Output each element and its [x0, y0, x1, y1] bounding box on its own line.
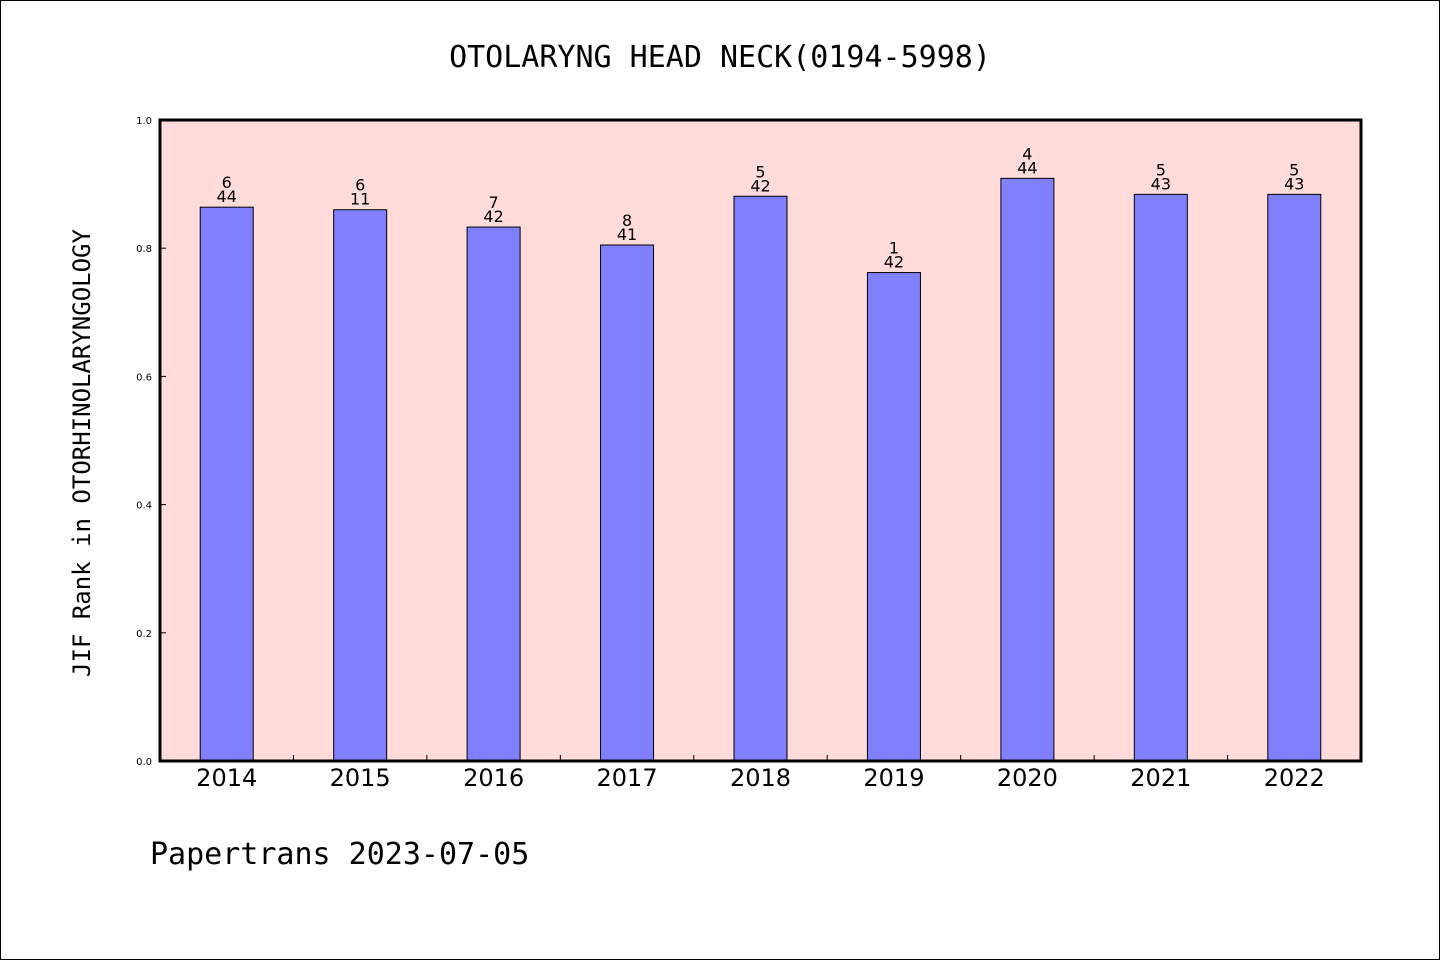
y-tick-label: 0.2: [136, 629, 152, 640]
bar: [733, 195, 788, 762]
bar: [1267, 193, 1322, 762]
bar: [199, 206, 254, 762]
bar: [333, 209, 388, 762]
bar-rank-label: 6: [355, 176, 365, 195]
y-axis-label: JIF Rank in OTORHINOLARYNGOLOGY: [68, 228, 96, 676]
x-tick-label: 2022: [1264, 764, 1325, 792]
footer-text: Papertrans 2023-07-05: [150, 837, 529, 872]
y-tick-label: 0.8: [136, 244, 152, 255]
bar: [1133, 193, 1188, 762]
bar-total-label: 42: [750, 176, 770, 195]
x-tick-label: 2016: [463, 764, 524, 792]
bar: [1000, 177, 1055, 762]
bar-total-label: 11: [350, 190, 370, 209]
bar-rank-label: 5: [1156, 160, 1166, 179]
x-tick-label: 2019: [863, 764, 924, 792]
bar-total-label: 44: [217, 187, 237, 206]
x-tick-label: 2021: [1130, 764, 1191, 792]
bar-rank-label: 7: [489, 193, 499, 212]
y-tick-label: 1.0: [136, 116, 152, 127]
bar: [600, 244, 655, 762]
bar-rank-label: 5: [755, 162, 765, 181]
y-tick-label: 0.6: [136, 372, 152, 383]
plot-border: [158, 118, 1363, 763]
bar-total-label: 42: [483, 207, 503, 226]
bar-rank-label: 4: [1022, 144, 1032, 163]
chart-title: OTOLARYNG HEAD NECK(0194-5998): [449, 40, 991, 75]
bar-rank-label: 1: [889, 239, 899, 258]
bar-total-label: 41: [617, 225, 637, 244]
bar-total-label: 44: [1017, 158, 1037, 177]
x-tick-label: 2020: [997, 764, 1058, 792]
bar-total-label: 43: [1151, 174, 1171, 193]
y-tick-label: 0.0: [136, 757, 152, 768]
bar: [466, 226, 521, 762]
x-tick-label: 2018: [730, 764, 791, 792]
bar-total-label: 42: [884, 253, 904, 272]
x-tick-label: 2014: [196, 764, 257, 792]
x-tick-label: 2017: [597, 764, 658, 792]
x-tick-label: 2015: [330, 764, 391, 792]
bar: [866, 272, 921, 762]
bar-total-label: 43: [1284, 174, 1304, 193]
bar-rank-label: 8: [622, 211, 632, 230]
y-tick-label: 0.4: [136, 501, 152, 512]
bar-rank-label: 5: [1289, 160, 1299, 179]
x-axis-ticks: 2014 2015 2016 2017 2018 2019 2020 2021 2022: [196, 755, 1325, 792]
bar-rank-label: 6: [222, 173, 232, 192]
